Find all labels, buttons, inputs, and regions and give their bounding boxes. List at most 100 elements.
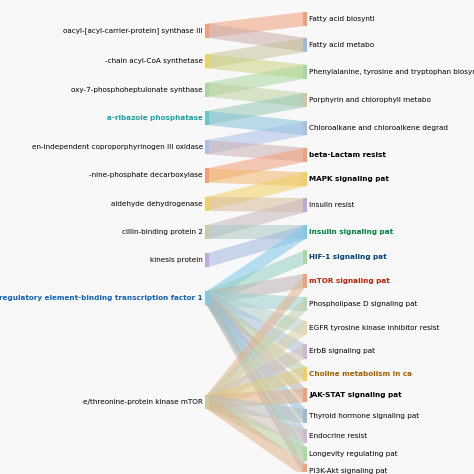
- Polygon shape: [207, 395, 305, 461]
- Bar: [205, 54, 209, 68]
- Bar: [303, 250, 307, 264]
- Text: -chain acyl-CoA synthetase: -chain acyl-CoA synthetase: [105, 58, 203, 64]
- Bar: [303, 409, 307, 423]
- Text: Fatty acid metabo: Fatty acid metabo: [309, 42, 374, 48]
- Polygon shape: [207, 291, 305, 381]
- Polygon shape: [207, 198, 305, 239]
- Polygon shape: [207, 273, 305, 305]
- Text: Longevity regulating pat: Longevity regulating pat: [309, 451, 398, 457]
- Bar: [303, 345, 307, 358]
- Bar: [303, 64, 307, 79]
- Bar: [205, 197, 209, 211]
- Polygon shape: [207, 291, 305, 358]
- Polygon shape: [207, 54, 305, 79]
- Polygon shape: [207, 388, 305, 409]
- Text: a-ribazole phosphatase: a-ribazole phosphatase: [107, 115, 203, 121]
- Polygon shape: [207, 321, 305, 409]
- Bar: [303, 388, 307, 402]
- Text: e/threonine-protein kinase mTOR: e/threonine-protein kinase mTOR: [83, 399, 203, 405]
- Polygon shape: [207, 111, 305, 136]
- Polygon shape: [207, 366, 305, 409]
- Bar: [205, 291, 209, 305]
- Text: Phospholipase D signaling pat: Phospholipase D signaling pat: [309, 301, 418, 307]
- Polygon shape: [207, 140, 305, 162]
- Polygon shape: [207, 93, 305, 125]
- Text: Insulin signaling pat: Insulin signaling pat: [309, 229, 393, 235]
- Polygon shape: [207, 291, 305, 443]
- Polygon shape: [207, 395, 305, 443]
- Bar: [303, 148, 307, 162]
- Bar: [303, 225, 307, 239]
- Bar: [205, 140, 209, 154]
- Text: oxy-7-phosphoheptulonate synthase: oxy-7-phosphoheptulonate synthase: [72, 87, 203, 92]
- Text: MAPK signaling pat: MAPK signaling pat: [309, 176, 389, 182]
- Polygon shape: [207, 148, 305, 182]
- Polygon shape: [207, 225, 305, 305]
- Polygon shape: [207, 297, 305, 409]
- Text: Phenylalanine, tyrosine and tryptophan biosynt: Phenylalanine, tyrosine and tryptophan b…: [309, 69, 474, 75]
- Text: Choline metabolism in ca: Choline metabolism in ca: [309, 371, 412, 377]
- Bar: [303, 447, 307, 461]
- Text: Insulin resist: Insulin resist: [309, 202, 355, 208]
- Bar: [205, 168, 209, 182]
- Polygon shape: [207, 291, 305, 461]
- Polygon shape: [207, 395, 305, 474]
- Polygon shape: [207, 291, 305, 474]
- Polygon shape: [207, 291, 305, 402]
- Bar: [205, 82, 209, 97]
- Bar: [303, 198, 307, 212]
- Polygon shape: [207, 24, 305, 52]
- Text: mTOR signaling pat: mTOR signaling pat: [309, 278, 390, 283]
- Bar: [303, 464, 307, 474]
- Text: PI3K-Akt signaling pat: PI3K-Akt signaling pat: [309, 468, 388, 474]
- Bar: [205, 225, 209, 239]
- Polygon shape: [207, 291, 305, 335]
- Bar: [303, 121, 307, 136]
- Bar: [303, 321, 307, 335]
- Text: Endocrine resist: Endocrine resist: [309, 433, 367, 439]
- Polygon shape: [207, 225, 305, 239]
- Bar: [303, 38, 307, 52]
- Text: kinesis protein: kinesis protein: [150, 257, 203, 264]
- Text: aldehyde dehydrogenase: aldehyde dehydrogenase: [111, 201, 203, 207]
- Polygon shape: [207, 291, 305, 311]
- Bar: [205, 253, 209, 267]
- Bar: [205, 111, 209, 125]
- Text: JAK-STAT signaling pat: JAK-STAT signaling pat: [309, 392, 401, 398]
- Polygon shape: [207, 38, 305, 68]
- Text: ErbB signaling pat: ErbB signaling pat: [309, 348, 375, 355]
- Polygon shape: [207, 172, 305, 211]
- Polygon shape: [207, 345, 305, 409]
- Text: Thyroid hormone signaling pat: Thyroid hormone signaling pat: [309, 413, 419, 419]
- Polygon shape: [207, 197, 305, 212]
- Text: oacyl-[acyl-carrier-protein] synthase III: oacyl-[acyl-carrier-protein] synthase II…: [64, 27, 203, 34]
- Bar: [303, 273, 307, 288]
- Polygon shape: [207, 250, 305, 305]
- Polygon shape: [207, 121, 305, 154]
- Bar: [303, 12, 307, 26]
- Bar: [303, 429, 307, 443]
- Bar: [205, 24, 209, 38]
- Polygon shape: [207, 12, 305, 38]
- Bar: [303, 93, 307, 107]
- Polygon shape: [207, 291, 305, 423]
- Text: HIF-1 signaling pat: HIF-1 signaling pat: [309, 254, 387, 260]
- Text: Chloroalkane and chloroalkene degrad: Chloroalkane and chloroalkene degrad: [309, 125, 448, 131]
- Bar: [303, 172, 307, 186]
- Polygon shape: [207, 395, 305, 423]
- Text: en-independent coproporphyrinogen III oxidase: en-independent coproporphyrinogen III ox…: [32, 144, 203, 150]
- Text: Porphyrin and chlorophyll metabo: Porphyrin and chlorophyll metabo: [309, 97, 431, 103]
- Text: Fatty acid biosyntl: Fatty acid biosyntl: [309, 16, 375, 22]
- Text: cillin-binding protein 2: cillin-binding protein 2: [122, 229, 203, 235]
- Text: beta-Lactam resist: beta-Lactam resist: [309, 152, 386, 158]
- Polygon shape: [207, 168, 305, 186]
- Bar: [303, 297, 307, 311]
- Bar: [205, 395, 209, 409]
- Polygon shape: [207, 273, 305, 409]
- Polygon shape: [207, 64, 305, 97]
- Polygon shape: [207, 82, 305, 107]
- Text: -nine-phosphate decarboxylase: -nine-phosphate decarboxylase: [90, 173, 203, 179]
- Text: l regulatory element-binding transcription factor 1: l regulatory element-binding transcripti…: [0, 295, 203, 301]
- Bar: [303, 366, 307, 381]
- Polygon shape: [207, 225, 305, 267]
